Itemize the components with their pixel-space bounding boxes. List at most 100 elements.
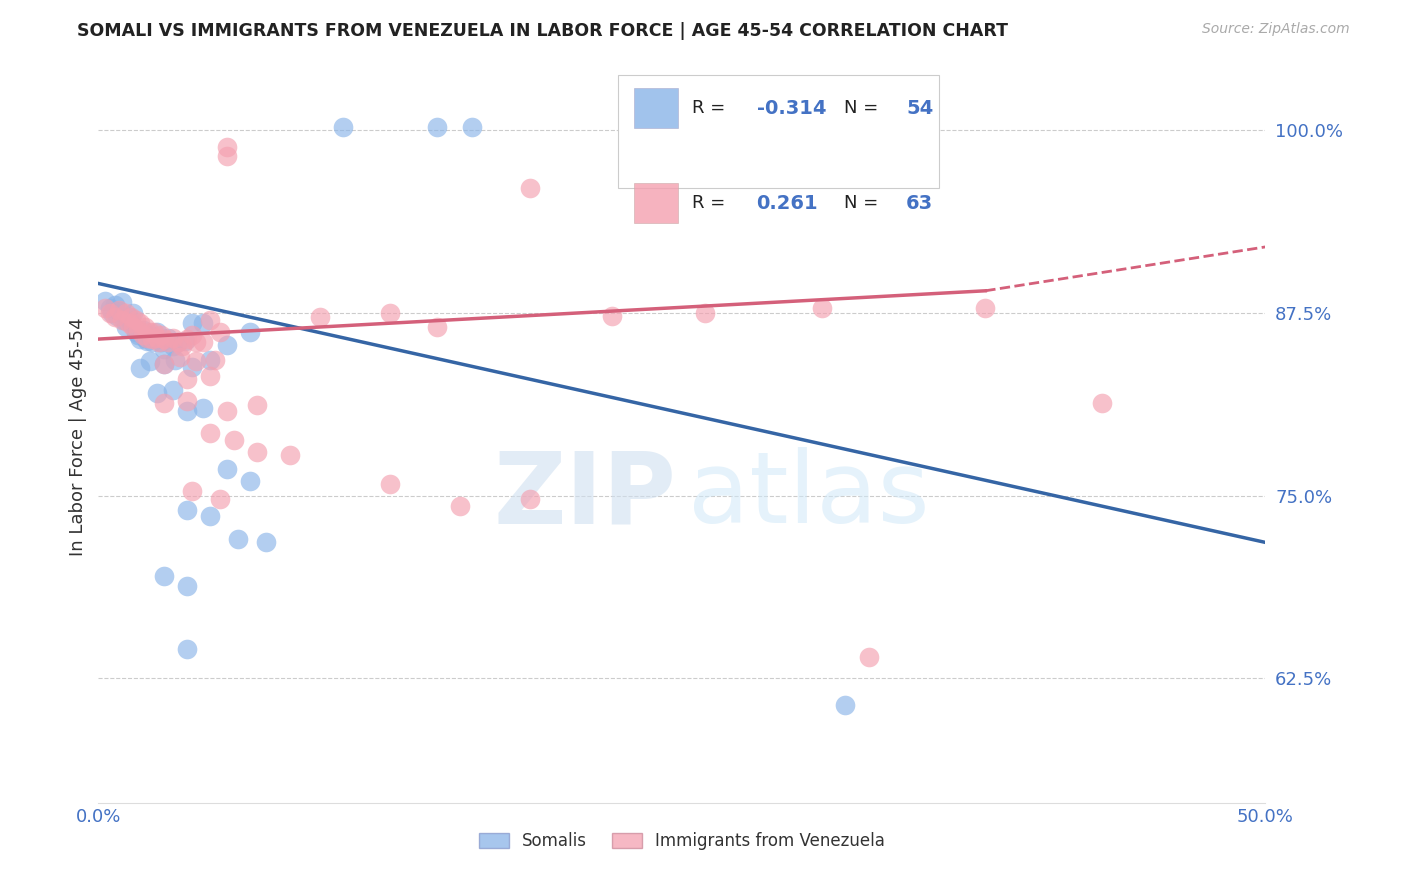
Point <box>519 491 541 506</box>
Point <box>215 403 238 417</box>
Y-axis label: In Labor Force | Age 45-54: In Labor Force | Age 45-54 <box>69 318 87 557</box>
Point <box>111 313 134 327</box>
Point <box>256 535 278 549</box>
Point <box>139 327 162 342</box>
Point <box>115 306 138 320</box>
Point <box>104 298 127 312</box>
Point <box>380 476 402 491</box>
Point <box>246 444 269 458</box>
Point <box>122 320 145 334</box>
Point <box>152 332 174 346</box>
Point <box>125 313 148 327</box>
Point <box>152 343 174 357</box>
Point <box>173 334 195 348</box>
Point <box>215 140 238 154</box>
Point <box>111 295 134 310</box>
Point <box>974 301 997 316</box>
Point <box>200 509 222 524</box>
Point <box>239 474 262 488</box>
Point <box>228 533 250 547</box>
Point <box>695 306 717 320</box>
Point <box>166 334 188 349</box>
Point <box>186 354 208 368</box>
Point <box>104 310 127 325</box>
Point <box>278 448 301 462</box>
Point <box>120 316 142 330</box>
Point <box>162 384 184 398</box>
Point <box>200 313 222 327</box>
Point <box>204 352 226 367</box>
Point <box>118 316 141 330</box>
Point <box>834 698 856 712</box>
Point <box>176 579 198 593</box>
Point <box>162 339 184 353</box>
Point <box>186 334 208 349</box>
Point <box>169 350 191 364</box>
Text: Source: ZipAtlas.com: Source: ZipAtlas.com <box>1202 22 1350 37</box>
Point <box>180 316 202 330</box>
Point <box>180 327 202 342</box>
Point <box>166 334 188 349</box>
Text: R =: R = <box>692 194 731 212</box>
Point <box>858 649 880 664</box>
Point <box>763 120 786 134</box>
Point <box>208 325 231 339</box>
Text: 54: 54 <box>905 99 934 118</box>
Point <box>193 334 215 349</box>
Point <box>152 357 174 371</box>
Point <box>127 327 149 342</box>
Point <box>208 491 231 506</box>
Point <box>222 433 245 447</box>
Point <box>105 309 128 323</box>
Point <box>152 569 174 583</box>
Point <box>122 306 145 320</box>
Point <box>98 306 121 320</box>
Point <box>141 332 163 346</box>
FancyBboxPatch shape <box>634 183 679 224</box>
Point <box>380 306 402 320</box>
Point <box>146 386 169 401</box>
Point <box>180 359 202 374</box>
Point <box>176 642 198 657</box>
Text: 0.261: 0.261 <box>756 194 818 213</box>
Point <box>176 503 198 517</box>
Point <box>141 334 163 349</box>
Point <box>215 338 238 352</box>
Point <box>136 330 159 344</box>
Point <box>461 120 484 134</box>
Point <box>152 357 174 371</box>
FancyBboxPatch shape <box>617 75 939 188</box>
Point <box>426 120 449 134</box>
Point <box>143 325 166 339</box>
Point <box>162 330 184 344</box>
Point <box>115 320 138 334</box>
Point <box>176 332 198 346</box>
Point <box>148 334 170 349</box>
Point <box>108 302 131 317</box>
Point <box>449 499 471 513</box>
FancyBboxPatch shape <box>634 88 679 128</box>
Point <box>193 316 215 330</box>
Point <box>143 330 166 344</box>
Point <box>176 393 198 408</box>
Text: N =: N = <box>844 99 884 117</box>
Point <box>150 327 173 342</box>
Point <box>157 330 180 344</box>
Point <box>1091 396 1114 410</box>
Point <box>108 304 131 318</box>
Point <box>180 484 202 499</box>
Point <box>120 310 142 325</box>
Text: SOMALI VS IMMIGRANTS FROM VENEZUELA IN LABOR FORCE | AGE 45-54 CORRELATION CHART: SOMALI VS IMMIGRANTS FROM VENEZUELA IN L… <box>77 22 1008 40</box>
Point <box>129 316 152 330</box>
Point <box>98 301 121 316</box>
Point <box>332 120 354 134</box>
Point <box>125 325 148 339</box>
Point <box>239 325 262 339</box>
Point <box>132 323 155 337</box>
Point <box>134 320 156 334</box>
Point <box>176 403 198 417</box>
Point <box>139 325 162 339</box>
Point <box>215 462 238 476</box>
Point <box>426 320 449 334</box>
Text: -0.314: -0.314 <box>756 99 827 118</box>
